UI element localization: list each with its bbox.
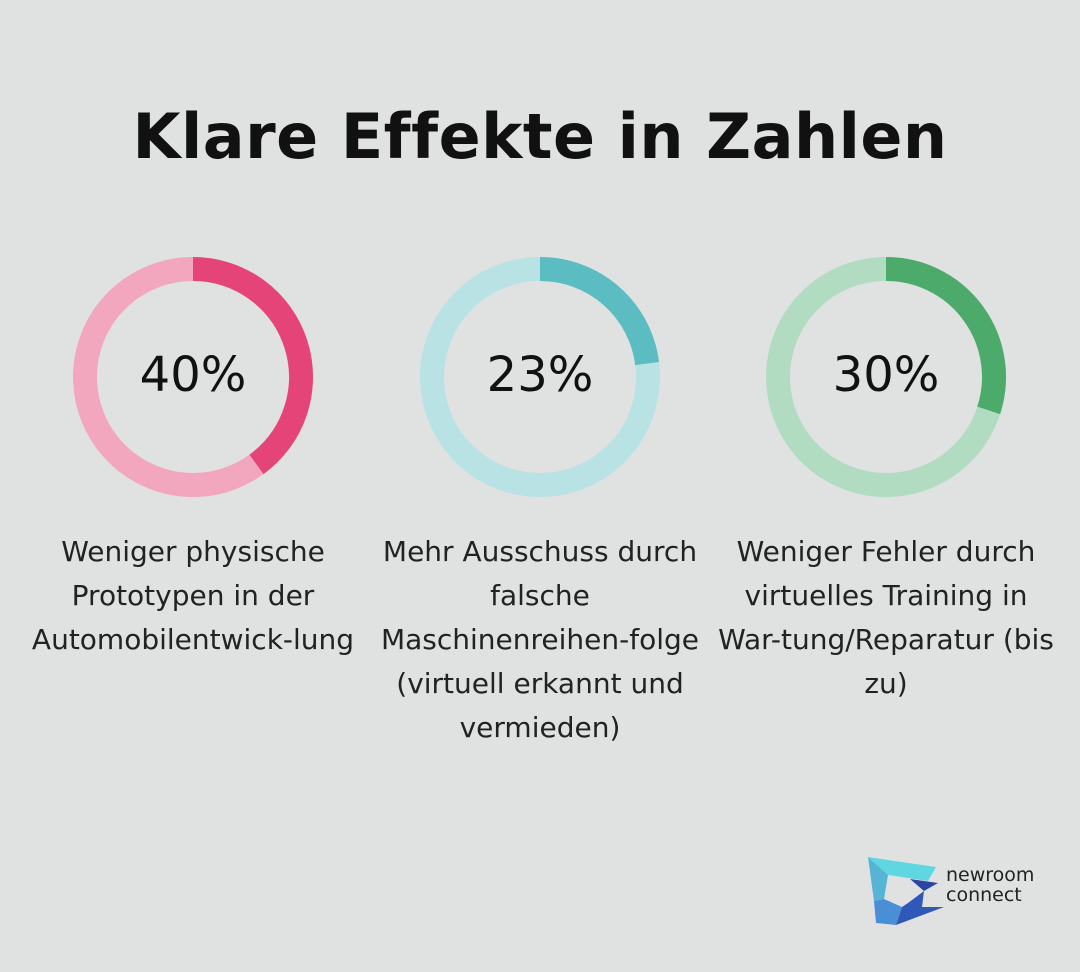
donut-2-label: 30% [832,347,940,403]
donut-0-value-arc [192,257,313,475]
donut-1-value-arc [539,257,660,366]
donut-0 [73,257,313,497]
donut-0-description: Weniger physische Prototypen in der Auto… [31,535,355,656]
stat-2: 30% Weniger Fehler durch virtuelles Trai… [716,255,1056,700]
logo-line2: connect [946,884,1022,906]
donut-1 [420,257,660,497]
donut-2-value-arc [885,257,1006,415]
donut-2-description: Weniger Fehler durch virtuelles Training… [718,535,1054,700]
stat-1: 23% Mehr Ausschuss durch falsche Maschin… [370,255,710,744]
logo-text: newroom connect [946,865,1034,905]
title: Klare Effekte in Zahlen [132,100,948,173]
donut-2 [766,257,1006,497]
donut-1-label: 23% [486,347,594,403]
stat-0: 40% Weniger physische Prototypen in der … [23,255,363,656]
newroom-connect-logo-icon [868,857,944,925]
donut-1-description: Mehr Ausschuss durch falsche Maschinenre… [380,535,700,744]
logo-line1: newroom [946,864,1035,886]
donut-0-label: 40% [139,347,247,403]
